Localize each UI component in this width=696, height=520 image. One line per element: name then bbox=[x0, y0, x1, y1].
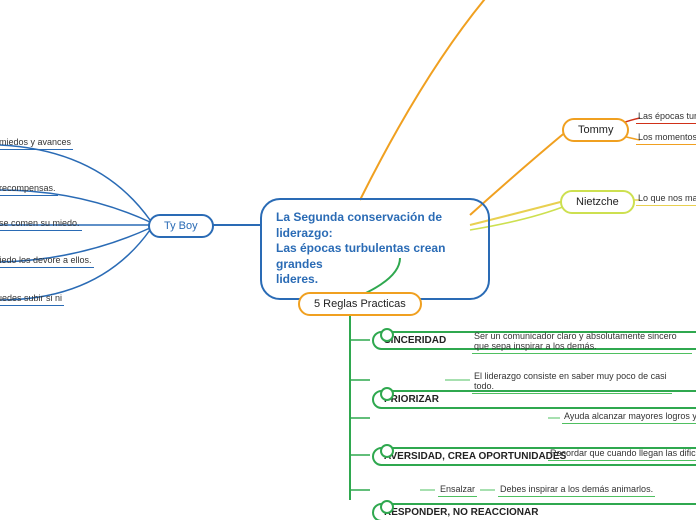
rule-1-desc: El liderazgo consiste en saber muy poco … bbox=[472, 370, 672, 394]
rule-4-desc2: Debes inspirar a los demás animarlos. bbox=[498, 483, 655, 497]
tyboy-leaf-3: miedo los devore a ellos. bbox=[0, 254, 94, 268]
rule-2-name: AVERSIDAD, CREA OPORTUNIDADES bbox=[384, 451, 566, 462]
tyboy-leaf-0: s miedos y avances bbox=[0, 136, 73, 150]
nietzche-label: Nietzche bbox=[576, 196, 619, 208]
rule-3-desc: Recordar que cuando llegan las dificulta… bbox=[548, 447, 696, 461]
tyboy-leaf-2: s se comen su miedo. bbox=[0, 217, 82, 231]
rule-2-desc: Ayuda alcanzar mayores logros y ma bbox=[562, 410, 696, 424]
reglas-title: 5 Reglas Practicas bbox=[314, 298, 406, 310]
central-line1: La Segunda conservación de liderazgo: bbox=[276, 210, 442, 240]
tyboy-label: Ty Boy bbox=[164, 220, 198, 232]
rule-4-desc1: Ensalzar bbox=[438, 483, 477, 497]
rule-3-name: RESPONDER, NO REACCIONAR bbox=[384, 507, 538, 518]
tommy-leaf-1: Los momentos difíciles so bbox=[636, 131, 696, 145]
rule-0-name: SINCERIDAD bbox=[384, 335, 446, 346]
rule-0-desc: Ser un comunicador claro y absolutamente… bbox=[472, 330, 692, 354]
tommy-label: Tommy bbox=[578, 124, 613, 136]
node-tyboy[interactable]: Ty Boy bbox=[148, 214, 214, 238]
node-reglas[interactable]: 5 Reglas Practicas bbox=[298, 292, 422, 316]
tyboy-leaf-1: s recompensas. bbox=[0, 182, 58, 196]
central-line3: lideres. bbox=[276, 272, 318, 286]
node-nietzche[interactable]: Nietzche bbox=[560, 190, 635, 214]
tommy-leaf-0: Las épocas turbulentas cr bbox=[636, 110, 696, 124]
rule-1-name: PRIORIZAR bbox=[384, 394, 439, 405]
central-topic[interactable]: La Segunda conservación de liderazgo: La… bbox=[260, 198, 490, 300]
nietzche-leaf: Lo que nos mata nos hac bbox=[636, 192, 696, 206]
node-tommy[interactable]: Tommy bbox=[562, 118, 629, 142]
tyboy-leaf-4: puedes subir si ni bbox=[0, 292, 64, 306]
central-line2: Las épocas turbulentas crean grandes bbox=[276, 241, 445, 271]
rule-responder[interactable]: RESPONDER, NO REACCIONAR bbox=[372, 503, 696, 520]
